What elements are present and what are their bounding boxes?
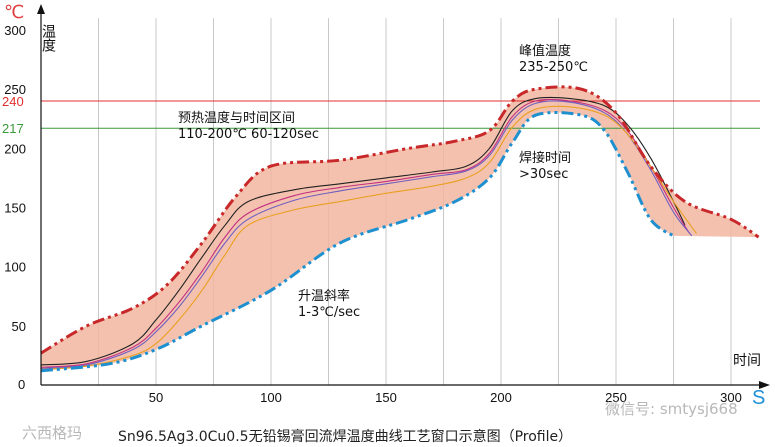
x-tick-label: 250 bbox=[605, 390, 627, 405]
profile-line bbox=[40, 100, 693, 369]
y-tick-label: 200 bbox=[4, 141, 26, 156]
axes bbox=[37, 4, 770, 389]
x-tick-label: 100 bbox=[260, 390, 282, 405]
y-tick-label: 100 bbox=[4, 260, 26, 275]
temperature-profiles bbox=[40, 96, 697, 371]
y-tick-label: 250 bbox=[4, 82, 26, 97]
annotation-text: 峰值温度 bbox=[519, 43, 571, 59]
tick-labels: 50 100 150 200 250 300 50 100 150 200 250 300 bbox=[4, 23, 742, 405]
x-origin-label: 0 bbox=[18, 377, 25, 392]
annotation-text: >30sec bbox=[519, 167, 568, 182]
watermark-right: 微信号: smtysj668 bbox=[605, 400, 738, 418]
process-window-area bbox=[41, 86, 759, 371]
profile-line bbox=[40, 96, 686, 366]
annotation-text: 预热温度与时间区间 bbox=[178, 110, 295, 126]
annotation-text: 235-250℃ bbox=[519, 60, 588, 75]
x-tick-label: 50 bbox=[149, 390, 163, 405]
y-tick-label: 50 bbox=[12, 319, 26, 334]
profile-line bbox=[40, 105, 697, 371]
x-axis-label: 时间 bbox=[733, 353, 761, 369]
x-axis-arrow bbox=[759, 381, 770, 389]
y-axis-label: 温度 bbox=[40, 24, 56, 52]
annotation-text: 110-200℃ 60-120sec bbox=[178, 127, 319, 142]
reference-labels: 240 217 bbox=[2, 94, 24, 136]
watermark-left: 六西格玛 bbox=[22, 424, 82, 442]
upper-bound-line bbox=[40, 85, 760, 355]
reference-lines bbox=[41, 100, 760, 129]
y-tick-label: 300 bbox=[4, 23, 26, 38]
x-tick-label: 150 bbox=[375, 390, 397, 405]
annotation-text: 1-3℃/sec bbox=[298, 305, 360, 320]
lower-bound-line bbox=[40, 111, 675, 373]
x-tick-label: 200 bbox=[490, 390, 512, 405]
annotation-text: 焊接时间 bbox=[519, 150, 571, 166]
chart-caption: Sn96.5Ag3.0Cu0.5无铅锡膏回流焊温度曲线工艺窗口示意图（Profi… bbox=[118, 428, 572, 445]
y-unit-label: ℃ bbox=[4, 2, 24, 23]
x-unit-label: S bbox=[752, 387, 765, 409]
profile-line bbox=[40, 98, 691, 368]
ref-line-label: 217 bbox=[2, 121, 24, 136]
y-tick-label: 150 bbox=[4, 201, 26, 216]
ref-line-label: 240 bbox=[2, 94, 24, 109]
y-axis-arrow bbox=[37, 4, 45, 14]
annotation-text: 升温斜率 bbox=[298, 288, 350, 304]
x-tick-label: 300 bbox=[720, 390, 742, 405]
